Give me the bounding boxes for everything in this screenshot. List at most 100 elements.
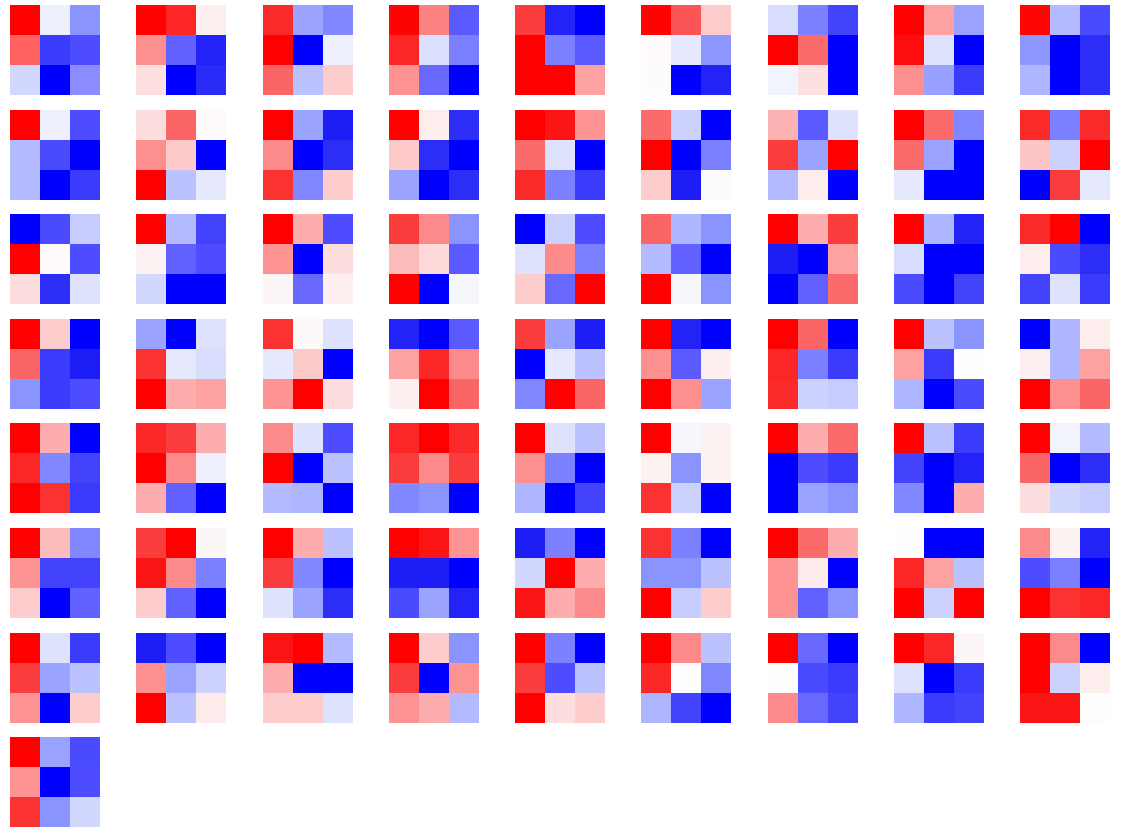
filter-cell	[1080, 35, 1110, 65]
filter-cell	[1080, 588, 1110, 618]
filter-cell	[701, 35, 732, 65]
filter-cell	[545, 662, 575, 693]
filter-cell	[953, 348, 984, 379]
filter-cell	[827, 169, 858, 200]
filter-cell	[322, 692, 353, 723]
filter-cell	[40, 5, 70, 35]
filter-cell	[1020, 588, 1050, 618]
filter-cell	[40, 737, 70, 768]
filter-tile	[893, 109, 984, 200]
filter-cell	[701, 528, 732, 558]
filter-cell	[196, 109, 227, 140]
filter-cell	[515, 528, 545, 558]
filter-cell	[641, 348, 672, 379]
filter-cell	[797, 244, 828, 275]
filter-cell	[671, 528, 702, 558]
filter-tile	[641, 632, 732, 723]
filter-cell	[262, 662, 293, 693]
filter-cell	[166, 453, 197, 484]
filter-cell	[388, 348, 419, 379]
filter-cell	[701, 662, 732, 693]
filter-cell	[575, 692, 605, 723]
filter-cell	[767, 662, 798, 693]
filter-cell	[70, 632, 100, 663]
filter-cell	[388, 423, 419, 454]
filter-cell	[418, 244, 449, 275]
filter-cell	[1050, 65, 1080, 95]
filter-cell	[1020, 558, 1050, 588]
filter-cell	[893, 528, 924, 558]
filter-cell	[641, 274, 672, 305]
filter-cell	[923, 244, 954, 275]
filter-cell	[388, 109, 419, 140]
filter-cell	[292, 423, 323, 454]
filter-cell	[448, 632, 479, 663]
filter-tile	[262, 528, 353, 618]
filter-cell	[575, 453, 605, 484]
filter-cell	[136, 214, 167, 245]
filter-cell	[448, 692, 479, 723]
filter-cell	[322, 378, 353, 409]
filter-cell	[797, 588, 828, 618]
filter-cell	[701, 65, 732, 95]
filter-cell	[262, 558, 293, 588]
filter-cell	[40, 348, 70, 379]
filter-cell	[545, 139, 575, 170]
filter-cell	[1080, 453, 1110, 484]
filter-cell	[70, 662, 100, 693]
filter-cell	[448, 5, 479, 35]
filter-cell	[388, 378, 419, 409]
filter-cell	[70, 797, 100, 828]
filter-cell	[448, 214, 479, 245]
filter-cell	[196, 692, 227, 723]
filter-cell	[575, 244, 605, 275]
filter-cell	[418, 109, 449, 140]
filter-cell	[701, 214, 732, 245]
filter-cell	[767, 378, 798, 409]
filter-cell	[136, 35, 167, 65]
filter-cell	[515, 348, 545, 379]
filter-cell	[545, 378, 575, 409]
filter-cell	[545, 274, 575, 305]
filter-cell	[575, 662, 605, 693]
filter-cell	[418, 453, 449, 484]
filter-cell	[827, 662, 858, 693]
filter-cell	[262, 528, 293, 558]
filter-cell	[388, 5, 419, 35]
filter-cell	[262, 169, 293, 200]
filter-cell	[1020, 139, 1050, 170]
filter-cell	[797, 318, 828, 349]
filter-tile	[1020, 318, 1110, 409]
filter-cell	[1080, 5, 1110, 35]
filter-cell	[40, 453, 70, 484]
filter-cell	[448, 453, 479, 484]
filter-cell	[671, 348, 702, 379]
filter-cell	[40, 35, 70, 65]
filter-cell	[701, 109, 732, 140]
filter-cell	[923, 35, 954, 65]
filter-cell	[641, 528, 672, 558]
filter-cell	[418, 662, 449, 693]
filter-cell	[322, 274, 353, 305]
filter-cell	[388, 453, 419, 484]
filter-cell	[797, 139, 828, 170]
filter-cell	[70, 483, 100, 514]
filter-cell	[575, 378, 605, 409]
filter-cell	[1020, 65, 1050, 95]
filter-cell	[40, 588, 70, 618]
filter-cell	[767, 109, 798, 140]
filter-tile	[10, 632, 100, 723]
filter-cell	[827, 453, 858, 484]
filter-cell	[641, 65, 672, 95]
filter-cell	[1050, 169, 1080, 200]
filter-cell	[40, 767, 70, 798]
filter-cell	[322, 423, 353, 454]
filter-cell	[262, 274, 293, 305]
filter-cell	[40, 65, 70, 95]
filter-cell	[448, 588, 479, 618]
filter-cell	[893, 558, 924, 588]
filter-cell	[1080, 692, 1110, 723]
filter-cell	[418, 65, 449, 95]
filter-cell	[515, 169, 545, 200]
filter-cell	[322, 244, 353, 275]
